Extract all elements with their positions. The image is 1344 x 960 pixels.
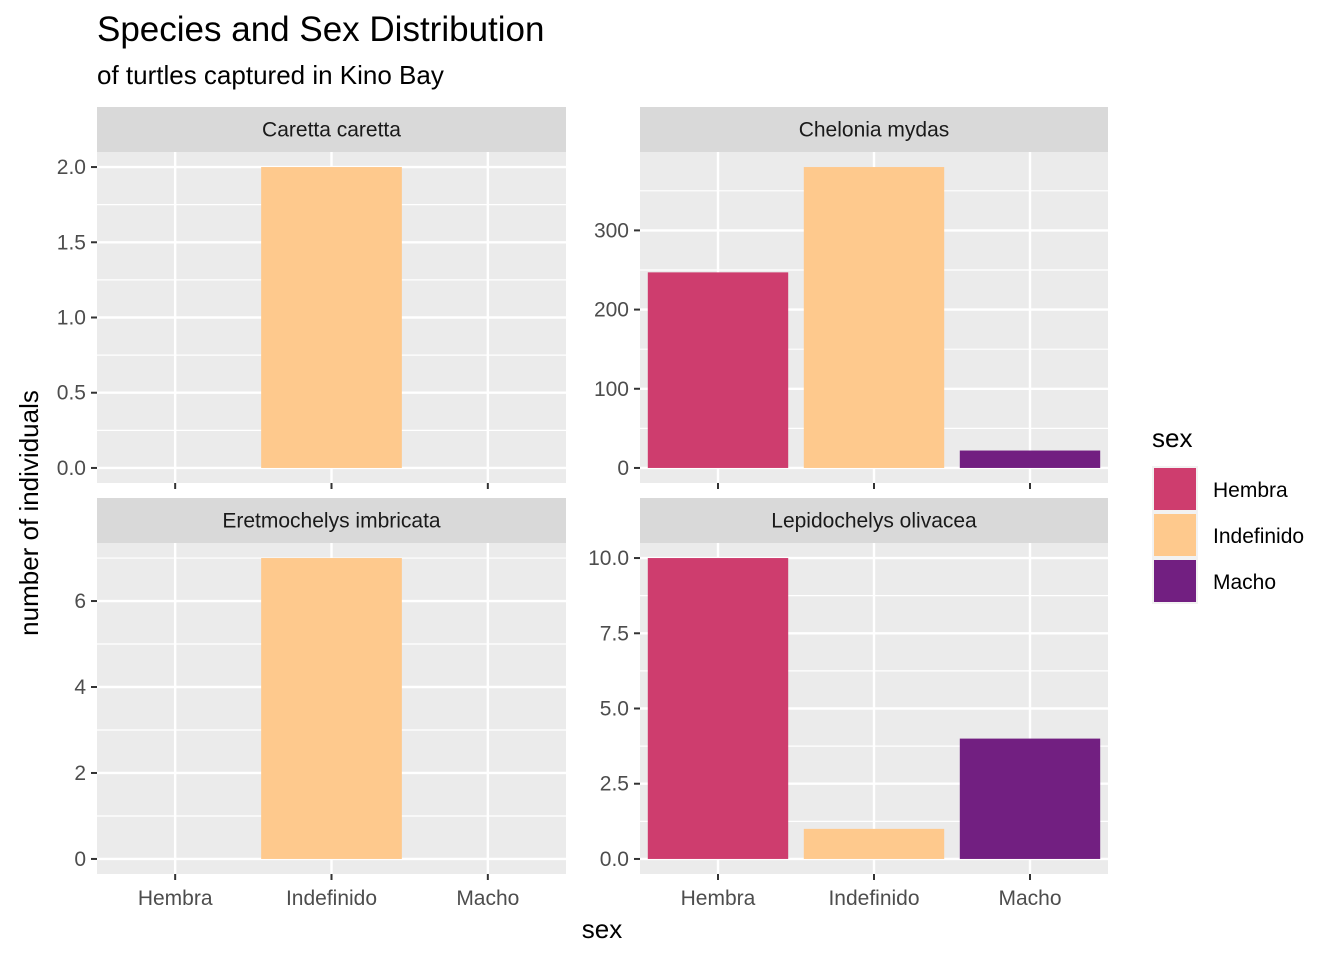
bar-indefinido (261, 558, 402, 859)
y-tick-label: 0 (74, 848, 86, 871)
x-tick-label: Hembra (681, 887, 756, 910)
bar-indefinido (261, 167, 402, 468)
y-tick-label: 0.5 (57, 382, 86, 405)
y-tick-label: 6 (74, 590, 86, 613)
x-tick-label: Indefinido (286, 887, 377, 910)
y-tick-label: 2.0 (57, 156, 86, 179)
y-tick-label: 2.5 (600, 773, 629, 796)
legend-label: Indefinido (1213, 525, 1304, 548)
y-tick-label: 10.0 (588, 547, 629, 570)
bar-macho (959, 450, 1101, 468)
facet-lepidochelys-olivacea: Lepidochelys olivacea 0.0 2.5 5.0 7.5 10.0 Hem… (588, 498, 1108, 910)
y-tick-label: 1.5 (57, 231, 86, 254)
facet-strip (97, 498, 566, 543)
legend-label: Hembra (1213, 479, 1288, 502)
facet-title: Caretta caretta (262, 119, 401, 142)
y-tick-label: 4 (74, 676, 86, 699)
y-axis-title: number of individuals (14, 390, 44, 636)
legend-label: Macho (1213, 571, 1276, 594)
x-tick-label: Macho (998, 887, 1061, 910)
chart-title: Species and Sex Distribution (97, 10, 544, 49)
y-tick-label: 7.5 (600, 622, 629, 645)
y-tick-label: 5.0 (600, 698, 629, 721)
bar-hembra (647, 272, 789, 468)
facet-strip (640, 498, 1108, 543)
facet-title: Eretmochelys imbricata (222, 510, 441, 533)
y-tick-label: 0 (617, 457, 629, 480)
facet-strip (640, 107, 1108, 152)
legend-key-indefinido (1154, 514, 1196, 556)
legend: sex Hembra Indefinido Macho (1152, 423, 1304, 604)
y-tick-label: 100 (594, 378, 629, 401)
chart-subtitle: of turtles captured in Kino Bay (97, 60, 444, 90)
y-tick-label: 0.0 (57, 457, 86, 480)
facet-title: Lepidochelys olivacea (771, 510, 977, 533)
legend-title: sex (1152, 423, 1192, 453)
x-tick-label: Macho (456, 887, 519, 910)
facet-panels: Caretta caretta 0.0 0.5 1.0 1.5 2.0 Chelonia m… (57, 107, 1108, 910)
legend-key-hembra (1154, 468, 1196, 510)
x-tick-label: Hembra (138, 887, 213, 910)
facet-chelonia-mydas: Chelonia mydas 0 100 200 300 (594, 107, 1108, 489)
y-tick-label: 2 (74, 762, 86, 785)
y-tick-label: 200 (594, 299, 629, 322)
facet-caretta-caretta: Caretta caretta 0.0 0.5 1.0 1.5 2.0 (57, 107, 566, 489)
facet-eretmochelys-imbricata: Eretmochelys imbricata 0 2 4 6 Hembra Indefini… (74, 498, 566, 910)
facet-strip (97, 107, 566, 152)
y-tick-label: 1.0 (57, 307, 86, 330)
bar-indefinido (803, 167, 945, 468)
y-tick-label: 0.0 (600, 848, 629, 871)
bar-indefinido (803, 828, 945, 859)
x-tick-label: Indefinido (828, 887, 919, 910)
bar-hembra (647, 558, 789, 859)
bar-macho (959, 738, 1101, 859)
facet-title: Chelonia mydas (799, 119, 950, 142)
x-axis-title: sex (582, 914, 622, 944)
legend-key-macho (1154, 560, 1196, 602)
y-tick-label: 300 (594, 219, 629, 242)
